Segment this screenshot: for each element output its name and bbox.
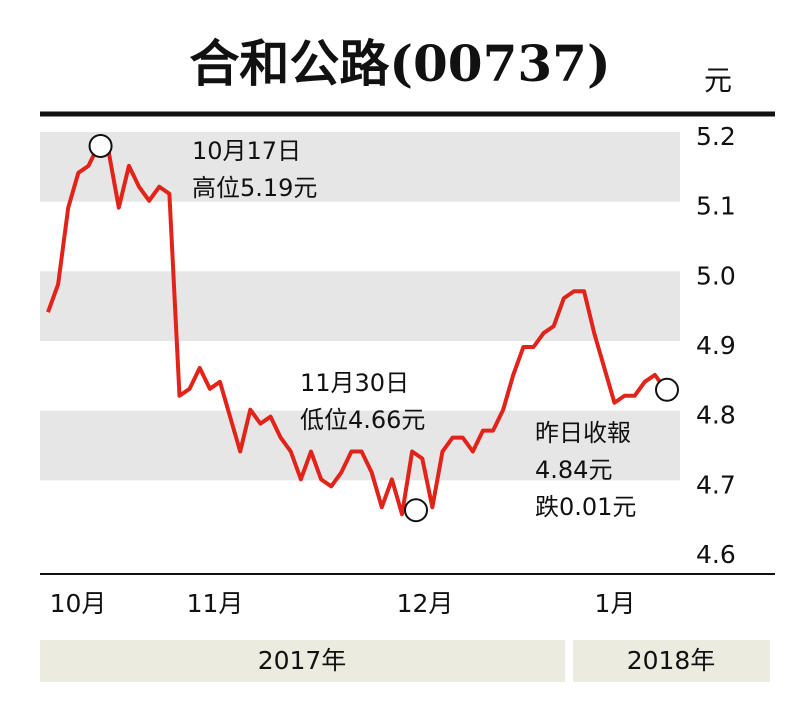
x-tick-label: 11月 [187,589,244,618]
annotation: 跌0.01元 [535,493,636,521]
x-tick-label: 12月 [397,589,454,618]
point-marker [404,498,429,523]
annotation: 4.84元 [535,456,612,484]
annotation: 10月17日 [192,137,301,165]
annotation: 低位4.66元 [300,406,425,434]
grid-band [40,271,680,341]
y-tick-label: 4.8 [696,401,736,430]
y-unit: 元 [704,64,732,97]
x-tick-label: 1月 [595,589,636,618]
annotation: 高位5.19元 [192,174,317,202]
point-marker [88,133,113,158]
annotation: 昨日收報 [535,419,631,447]
chart-title: 合和公路(00737) [189,34,610,93]
y-tick-label: 4.6 [696,540,736,569]
point-marker [655,377,679,402]
price-line [46,142,667,517]
grid-band [40,410,680,481]
grid-band [40,132,680,202]
y-tick-label: 4.9 [696,331,736,360]
y-tick-label: 4.7 [696,470,736,499]
y-tick-label: 5.1 [696,192,736,221]
x-tick-label: 10月 [50,589,107,618]
year-label: 2018年 [627,646,716,675]
annotation: 11月30日 [300,369,409,397]
y-tick-label: 5.2 [696,122,736,151]
y-tick-label: 5.0 [696,261,736,290]
year-bar [40,640,565,682]
year-bar [573,640,770,682]
year-label: 2017年 [258,646,347,675]
